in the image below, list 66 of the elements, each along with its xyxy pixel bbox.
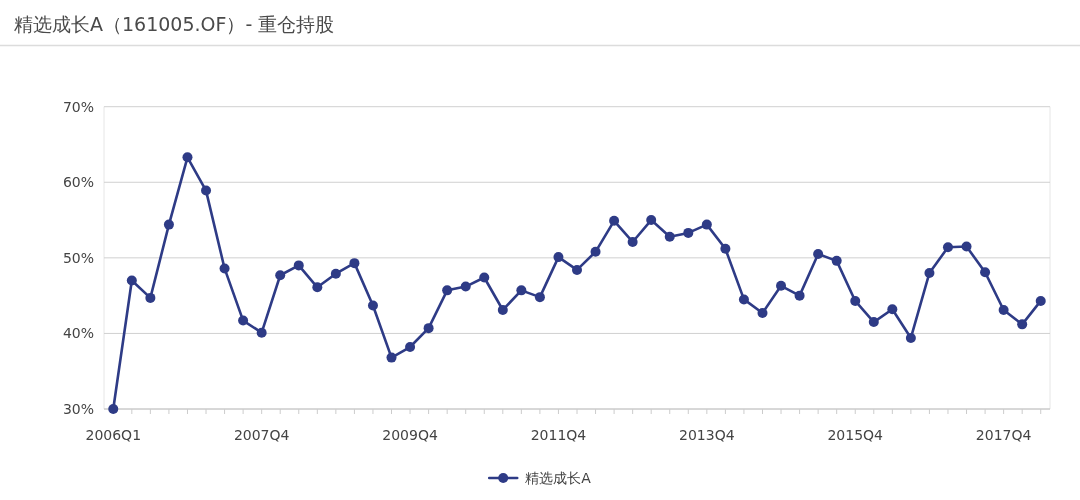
- y-tick-label: 30%: [62, 401, 94, 417]
- point: [423, 323, 434, 334]
- point: [831, 255, 842, 266]
- point: [349, 258, 360, 269]
- point: [609, 215, 620, 226]
- x-tick-label: 2009Q4: [382, 427, 438, 443]
- point: [980, 267, 991, 278]
- point: [738, 294, 749, 305]
- point: [256, 327, 267, 338]
- x-tick-label: 2006Q1: [85, 427, 142, 443]
- point: [664, 231, 675, 242]
- x-tick-label: 2017Q4: [975, 427, 1032, 443]
- x-tick-label: 2013Q4: [679, 427, 735, 443]
- x-tick-label: 2011Q4: [530, 427, 587, 443]
- point: [572, 264, 582, 275]
- point: [887, 304, 898, 315]
- point: [1017, 319, 1028, 330]
- point: [868, 317, 879, 328]
- legend-label: 精选成长A: [525, 470, 592, 486]
- point: [386, 352, 397, 363]
- point: [516, 285, 527, 296]
- point: [701, 219, 712, 230]
- point: [961, 241, 972, 252]
- point: [776, 280, 787, 291]
- point: [442, 285, 453, 296]
- legend: 精选成长A: [487, 470, 591, 486]
- point: [794, 290, 805, 301]
- title: 精选成长A（161005.OF）- 重仓持股: [14, 13, 335, 35]
- point: [942, 242, 953, 253]
- point: [924, 267, 935, 278]
- point: [757, 308, 768, 319]
- point: [145, 292, 156, 303]
- point: [627, 236, 638, 247]
- point: [238, 315, 249, 326]
- point: [850, 295, 861, 306]
- point: [293, 260, 304, 271]
- y-tick-label: 60%: [62, 174, 94, 191]
- point: [998, 305, 1009, 315]
- point: [497, 305, 508, 315]
- point: [367, 300, 378, 311]
- point: [330, 268, 341, 279]
- point: [813, 249, 824, 260]
- point: [182, 152, 193, 163]
- point: [219, 263, 230, 274]
- y-tick-label: 70%: [62, 98, 94, 115]
- x-tick-label: 2007Q4: [233, 427, 290, 443]
- point: [479, 272, 490, 283]
- point: [1035, 295, 1046, 306]
- point: [905, 332, 916, 343]
- point: [163, 219, 174, 230]
- point: [275, 270, 286, 281]
- point: [312, 282, 323, 293]
- point: [460, 281, 471, 292]
- point: [590, 246, 601, 257]
- point: [108, 404, 119, 414]
- point: [126, 275, 137, 286]
- x-tick-label: 2015Q4: [827, 427, 884, 443]
- point: [683, 227, 694, 238]
- point: [534, 292, 545, 303]
- point: [646, 215, 657, 226]
- point: [553, 252, 564, 263]
- point: [405, 342, 416, 353]
- point: [720, 243, 731, 254]
- y-tick-label: 50%: [62, 249, 94, 266]
- y-tick-label: 40%: [62, 325, 94, 342]
- point: [201, 185, 212, 196]
